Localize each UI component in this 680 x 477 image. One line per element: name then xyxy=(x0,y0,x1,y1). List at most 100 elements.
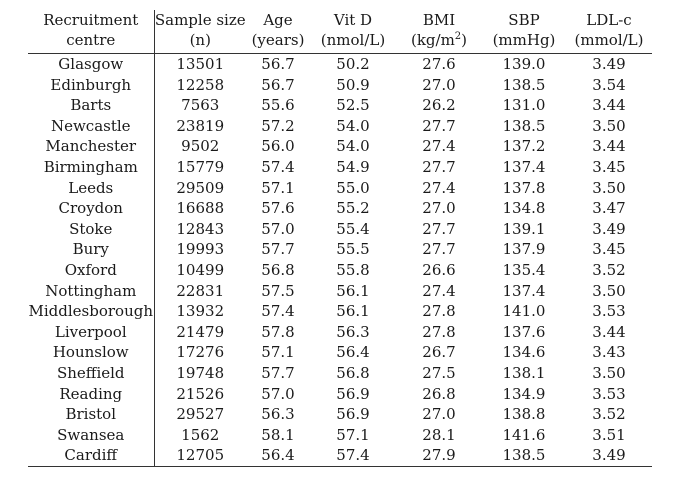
cell-age: 56.0 xyxy=(261,137,295,156)
header-sample-size: Sample size xyxy=(154,11,246,29)
cell-vitd: 55.5 xyxy=(336,240,370,259)
cell-sbp: 134.8 xyxy=(502,199,546,218)
table-row: Liverpool 21479 57.8 56.3 27.8 137.6 3.44 xyxy=(28,321,652,343)
table-row: Stoke 12843 57.0 55.4 27.7 139.1 3.49 xyxy=(28,218,652,240)
table-row: Hounslow 17276 57.1 56.4 26.7 134.6 3.43 xyxy=(28,342,652,363)
header-sbp: SBP xyxy=(508,11,540,29)
cell-sample-size: 19748 xyxy=(176,363,225,382)
cell-ldl: 3.43 xyxy=(592,343,626,362)
header-bmi: BMI xyxy=(422,11,456,29)
cell-centre: Cardiff xyxy=(28,445,155,467)
cell-centre: Manchester xyxy=(28,136,155,157)
cell-bmi: 27.5 xyxy=(422,363,456,382)
cell-vitd: 50.9 xyxy=(336,75,370,94)
recruitment-centre-table: Recruitment Sample size Age Vit D BMI SB… xyxy=(28,10,652,467)
cell-centre: Swansea xyxy=(28,424,155,446)
cell-vitd: 57.1 xyxy=(336,425,370,444)
table-row: Manchester 9502 56.0 54.0 27.4 137.2 3.44 xyxy=(28,136,652,157)
cell-ldl: 3.47 xyxy=(592,199,626,218)
cell-age: 56.7 xyxy=(261,75,295,94)
cell-age: 57.4 xyxy=(261,157,295,176)
cell-vitd: 55.0 xyxy=(336,178,370,197)
table-row: Cardiff 12705 56.4 57.4 27.9 138.5 3.49 xyxy=(28,445,652,467)
cell-sbp: 134.6 xyxy=(502,343,546,362)
cell-vitd: 50.2 xyxy=(336,55,370,73)
cell-age: 57.7 xyxy=(261,240,295,259)
cell-age: 57.7 xyxy=(261,363,295,382)
cell-ldl: 3.51 xyxy=(592,425,626,444)
cell-sbp: 137.4 xyxy=(502,157,546,176)
cell-sbp: 137.9 xyxy=(502,240,546,259)
cell-sample-size: 29527 xyxy=(176,405,225,424)
table-row: Newcastle 23819 57.2 54.0 27.7 138.5 3.50 xyxy=(28,115,652,137)
cell-sbp: 135.4 xyxy=(502,260,546,279)
cell-ldl: 3.44 xyxy=(592,322,626,341)
cell-bmi: 27.4 xyxy=(422,178,456,197)
cell-ldl: 3.49 xyxy=(592,55,626,73)
cell-bmi: 26.6 xyxy=(422,260,456,279)
cell-sample-size: 13501 xyxy=(176,55,225,73)
header-vitd-unit: (nmol/L) xyxy=(310,30,396,54)
cell-sample-size: 12258 xyxy=(176,75,225,94)
cell-centre: Barts xyxy=(28,95,155,116)
cell-ldl: 3.44 xyxy=(592,96,626,115)
cell-sample-size: 12705 xyxy=(154,445,246,467)
header-ldl-unit: (mmol/L) xyxy=(566,30,652,54)
bmi-unit-superscript: 2 xyxy=(454,31,462,42)
cell-ldl: 3.53 xyxy=(592,384,626,403)
cell-bmi: 27.8 xyxy=(422,302,456,321)
cell-centre: Leeds xyxy=(28,177,155,199)
table-row: Leeds 29509 57.1 55.0 27.4 137.8 3.50 xyxy=(28,177,652,199)
cell-sample-size: 9502 xyxy=(181,137,220,156)
cell-centre: Bury xyxy=(28,239,155,260)
table-row: Barts 7563 55.6 52.5 26.2 131.0 3.44 xyxy=(28,95,652,116)
header-ldl: LDL-c xyxy=(586,11,632,29)
cell-ldl: 3.49 xyxy=(566,445,652,467)
cell-age: 56.7 xyxy=(261,55,295,73)
cell-sbp: 131.0 xyxy=(502,96,546,115)
cell-age: 57.6 xyxy=(261,199,295,218)
cell-age: 55.6 xyxy=(261,96,295,115)
cell-bmi: 27.4 xyxy=(422,137,456,156)
cell-sample-size: 21526 xyxy=(176,384,225,403)
cell-centre: Stoke xyxy=(28,218,155,240)
table-header: Recruitment Sample size Age Vit D BMI SB… xyxy=(28,10,652,54)
table-row: Oxford 10499 56.8 55.8 26.6 135.4 3.52 xyxy=(28,259,652,281)
header-row-2: centre (n) (years) (nmol/L) (kg/m2) (mmH… xyxy=(28,30,652,54)
cell-vitd: 56.3 xyxy=(336,322,370,341)
cell-centre: Hounslow xyxy=(28,342,155,363)
cell-sample-size: 23819 xyxy=(176,116,225,135)
cell-age: 57.5 xyxy=(261,281,295,300)
cell-vitd: 56.9 xyxy=(336,384,370,403)
cell-sample-size: 17276 xyxy=(176,343,225,362)
header-sbp-unit: (mmHg) xyxy=(482,30,566,54)
recruitment-centre-table-container: Recruitment Sample size Age Vit D BMI SB… xyxy=(28,10,652,467)
header-sample-size-unit: (n) xyxy=(154,30,246,54)
cell-sbp: 138.5 xyxy=(482,445,566,467)
cell-age: 56.3 xyxy=(261,405,295,424)
cell-sbp: 137.4 xyxy=(502,281,546,300)
cell-vitd: 55.2 xyxy=(336,199,370,218)
header-centre-sub: centre xyxy=(28,30,155,54)
cell-bmi: 27.9 xyxy=(396,445,482,467)
cell-sample-size: 16688 xyxy=(176,199,225,218)
cell-age: 58.1 xyxy=(261,425,295,444)
cell-bmi: 28.1 xyxy=(422,425,456,444)
table-row: Nottingham 22831 57.5 56.1 27.4 137.4 3.50 xyxy=(28,280,652,302)
cell-bmi: 27.7 xyxy=(422,240,456,259)
cell-bmi: 27.7 xyxy=(422,219,456,238)
cell-vitd: 56.1 xyxy=(336,302,370,321)
header-bmi-unit: (kg/m2) xyxy=(396,30,482,54)
cell-centre: Reading xyxy=(28,383,155,405)
cell-ldl: 3.53 xyxy=(592,302,626,321)
cell-centre: Nottingham xyxy=(28,280,155,302)
cell-vitd: 56.1 xyxy=(336,281,370,300)
cell-ldl: 3.44 xyxy=(592,137,626,156)
cell-vitd: 56.9 xyxy=(336,405,370,424)
cell-bmi: 26.7 xyxy=(422,343,456,362)
cell-centre: Liverpool xyxy=(28,321,155,343)
cell-centre: Newcastle xyxy=(28,115,155,137)
cell-age: 56.4 xyxy=(246,445,310,467)
cell-sbp: 137.8 xyxy=(502,178,546,197)
bmi-unit-post: ) xyxy=(461,31,468,49)
